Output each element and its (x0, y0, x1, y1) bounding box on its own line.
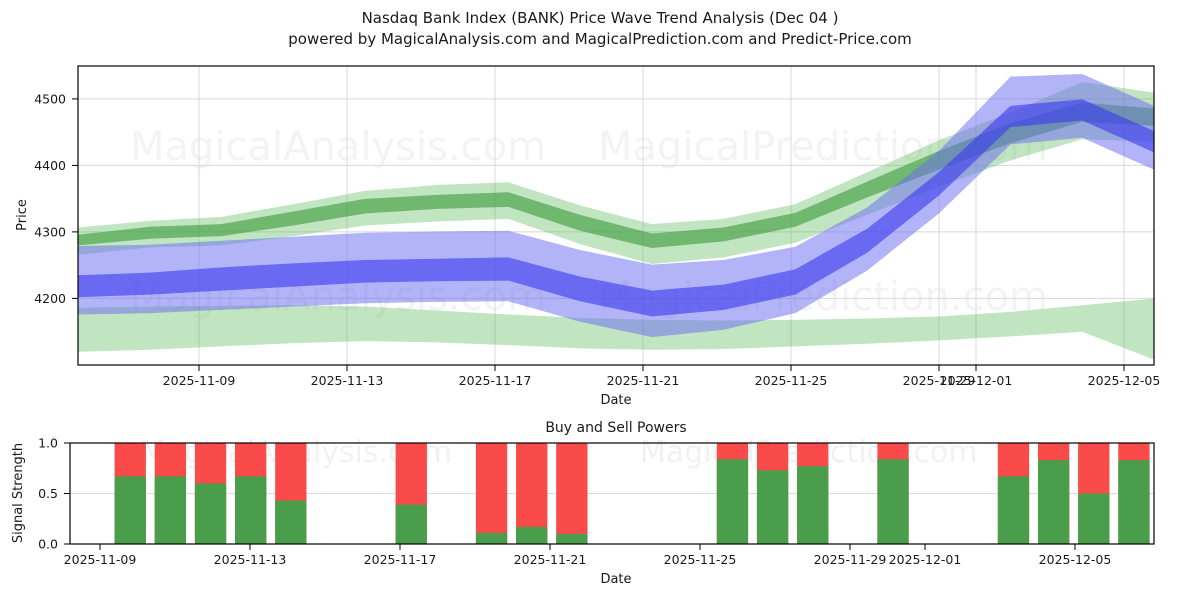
price-wave-bands (78, 73, 1154, 360)
y-tick-label: 4200 (34, 291, 66, 306)
x-tick-label: 2025-11-13 (311, 373, 384, 388)
power-x-axis: 2025-11-09 2025-11-13 2025-11-17 2025-11… (64, 544, 1112, 587)
buy-power-bar (194, 483, 227, 544)
buy-power-bar (275, 500, 307, 544)
x-tick-label: 2025-11-09 (163, 373, 236, 388)
x-tick-label: 2025-12-01 (889, 552, 962, 567)
power-y-axis: 1.0 0.5 0.0 Signal Strength (11, 436, 70, 552)
buy-sell-panel: Buy and Sell Powers MagicalAnalysis.com … (11, 420, 1155, 587)
price-x-axis: 2025-11-09 2025-11-13 2025-11-17 2025-11… (163, 365, 1161, 408)
buy-power-bar (877, 459, 909, 544)
band-green-outer (78, 81, 1154, 264)
band-blue-inner (78, 99, 1154, 317)
buy-power-bar (1037, 460, 1070, 544)
buy-power-bar (756, 470, 789, 544)
price-x-axis-title: Date (600, 393, 631, 408)
buy-power-bar (716, 459, 749, 544)
x-tick-label: 2025-12-01 (940, 373, 1013, 388)
x-tick-label: 2025-11-25 (664, 552, 737, 567)
y-tick-label: 4400 (34, 158, 66, 173)
y-tick-label: 1.0 (38, 436, 58, 451)
buy-power-bar (997, 476, 1030, 544)
x-tick-label: 2025-11-21 (514, 552, 587, 567)
buy-power-bar (395, 504, 427, 544)
x-tick-label: 2025-11-21 (607, 373, 680, 388)
buy-power-bar (516, 526, 548, 544)
watermark-text: MagicalAnalysis.com (130, 124, 546, 170)
chart-title-block: Nasdaq Bank Index (BANK) Price Wave Tren… (0, 8, 1200, 50)
buy-power-bar (1078, 493, 1110, 544)
power-y-axis-title: Signal Strength (11, 443, 26, 543)
x-tick-label: 2025-12-05 (1088, 373, 1161, 388)
x-tick-label: 2025-11-13 (214, 552, 287, 567)
price-y-axis: 4500 4400 4300 4200 Price (15, 92, 78, 306)
sell-power-bar (475, 443, 508, 544)
buy-power-bar (475, 532, 508, 544)
y-tick-label: 4500 (34, 92, 66, 107)
page-subtitle: powered by MagicalAnalysis.com and Magic… (288, 30, 912, 48)
sell-power-bar (556, 443, 588, 544)
price-y-axis-title: Price (15, 199, 30, 231)
x-tick-label: 2025-11-25 (755, 373, 828, 388)
buy-sell-title: Buy and Sell Powers (545, 420, 686, 436)
buy-power-bar (235, 476, 267, 544)
y-tick-label: 0.0 (38, 537, 58, 552)
page-title: Nasdaq Bank Index (BANK) Price Wave Tren… (361, 9, 839, 27)
x-tick-label: 2025-11-17 (364, 552, 437, 567)
price-plot-border (77, 65, 1155, 366)
power-bar-group (114, 443, 1150, 544)
buy-power-bar (556, 533, 588, 544)
buy-power-bar (154, 476, 187, 544)
y-tick-label: 4300 (34, 225, 66, 240)
buy-power-bar (114, 476, 146, 544)
x-tick-label: 2025-11-29 (814, 552, 887, 567)
x-tick-label: 2025-11-09 (64, 552, 137, 567)
band-green-inner (78, 102, 1154, 249)
y-tick-label: 0.5 (38, 486, 58, 501)
buy-power-bar (797, 466, 829, 544)
buy-power-bar (1118, 460, 1150, 544)
power-x-axis-title: Date (600, 572, 631, 587)
x-tick-label: 2025-11-29 (903, 373, 976, 388)
x-tick-label: 2025-12-05 (1039, 552, 1112, 567)
x-tick-label: 2025-11-17 (459, 373, 532, 388)
price-wave-panel: MagicalAnalysis.com MagicalPrediction.co… (15, 65, 1161, 408)
